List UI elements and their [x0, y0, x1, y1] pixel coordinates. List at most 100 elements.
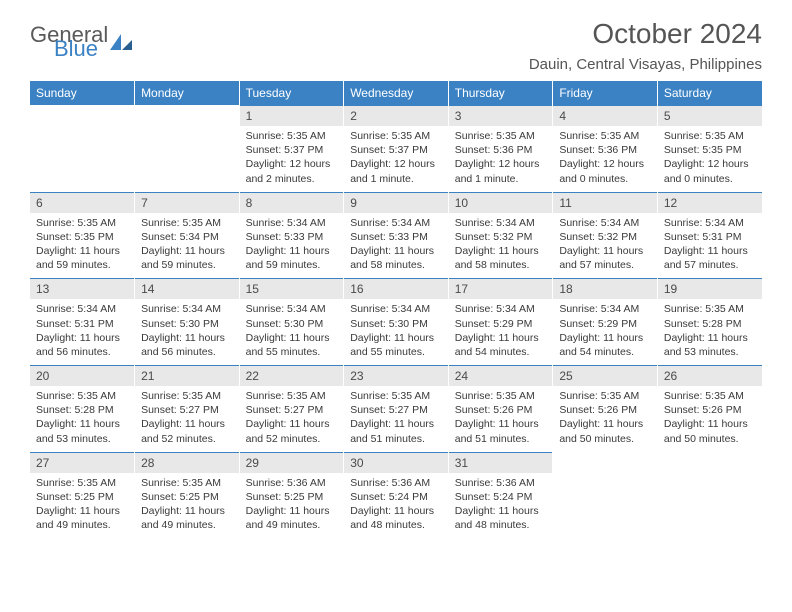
weekday-header: Monday [135, 81, 240, 105]
sunrise-text: Sunrise: 5:35 AM [664, 302, 756, 316]
day-details: Sunrise: 5:35 AMSunset: 5:25 PMDaylight:… [30, 473, 134, 539]
daylight-text: Daylight: 11 hours and 54 minutes. [559, 331, 651, 359]
sunset-text: Sunset: 5:30 PM [141, 317, 233, 331]
day-number: 21 [135, 365, 239, 386]
day-number: 5 [658, 105, 762, 126]
calendar-day-cell: 9Sunrise: 5:34 AMSunset: 5:33 PMDaylight… [344, 192, 449, 279]
sunset-text: Sunset: 5:25 PM [141, 490, 233, 504]
sunset-text: Sunset: 5:28 PM [664, 317, 756, 331]
calendar-empty-cell [657, 452, 762, 539]
sunset-text: Sunset: 5:34 PM [141, 230, 233, 244]
sunrise-text: Sunrise: 5:36 AM [246, 476, 338, 490]
day-number: 30 [344, 452, 448, 473]
calendar-day-cell: 5Sunrise: 5:35 AMSunset: 5:35 PMDaylight… [657, 105, 762, 192]
calendar-day-cell: 24Sunrise: 5:35 AMSunset: 5:26 PMDayligh… [448, 365, 553, 452]
day-details: Sunrise: 5:35 AMSunset: 5:27 PMDaylight:… [135, 386, 239, 452]
calendar-day-cell: 10Sunrise: 5:34 AMSunset: 5:32 PMDayligh… [448, 192, 553, 279]
sunrise-text: Sunrise: 5:35 AM [455, 389, 547, 403]
sunrise-text: Sunrise: 5:35 AM [350, 129, 442, 143]
sunrise-text: Sunrise: 5:35 AM [36, 216, 128, 230]
day-details: Sunrise: 5:35 AMSunset: 5:27 PMDaylight:… [344, 386, 448, 452]
calendar-day-cell: 6 Sunrise: 5:35 AMSunset: 5:35 PMDaylight… [30, 192, 135, 279]
daylight-text: Daylight: 11 hours and 59 minutes. [246, 244, 338, 272]
daylight-text: Daylight: 11 hours and 58 minutes. [350, 244, 442, 272]
sunrise-text: Sunrise: 5:34 AM [559, 302, 651, 316]
day-number: 29 [240, 452, 344, 473]
day-details: Sunrise: 5:35 AMSunset: 5:26 PMDaylight:… [553, 386, 657, 452]
day-number: 24 [449, 365, 553, 386]
day-details: Sunrise: 5:34 AMSunset: 5:32 PMDaylight:… [449, 213, 553, 279]
calendar-day-cell: 29 Sunrise: 5:36 AMSunset: 5:25 PMDayligh… [239, 452, 344, 539]
sunset-text: Sunset: 5:25 PM [36, 490, 128, 504]
calendar-row: 27Sunrise: 5:35 AMSunset: 5:25 PMDayligh… [30, 452, 762, 539]
daylight-text: Daylight: 11 hours and 49 minutes. [246, 504, 338, 532]
day-number: 2 [344, 105, 448, 126]
day-number: 19 [658, 278, 762, 299]
daylight-text: Daylight: 11 hours and 49 minutes. [141, 504, 233, 532]
calendar-day-cell: 25Sunrise: 5:35 AMSunset: 5:26 PMDayligh… [553, 365, 658, 452]
day-number: 31 [449, 452, 553, 473]
sunset-text: Sunset: 5:28 PM [36, 403, 128, 417]
daylight-text: Daylight: 12 hours and 2 minutes. [246, 157, 338, 185]
day-number: 14 [135, 278, 239, 299]
sunrise-text: Sunrise: 5:35 AM [559, 389, 651, 403]
sunrise-text: Sunrise: 5:34 AM [455, 302, 547, 316]
day-number: 9 [344, 192, 448, 213]
daylight-text: Daylight: 11 hours and 56 minutes. [141, 331, 233, 359]
weekday-header: Tuesday [239, 81, 344, 105]
calendar-table: SundayMondayTuesdayWednesdayThursdayFrid… [30, 81, 762, 538]
weekday-header: Thursday [448, 81, 553, 105]
sunrise-text: Sunrise: 5:34 AM [455, 216, 547, 230]
header: General Blue October 2024 Dauin, Central… [30, 18, 762, 73]
calendar-empty-cell [553, 452, 658, 539]
calendar-row: 20Sunrise: 5:35 AMSunset: 5:28 PMDayligh… [30, 365, 762, 452]
calendar-day-cell: 23Sunrise: 5:35 AMSunset: 5:27 PMDayligh… [344, 365, 449, 452]
day-number: 6 [30, 192, 134, 213]
day-details: Sunrise: 5:35 AMSunset: 5:26 PMDaylight:… [449, 386, 553, 452]
day-details: Sunrise: 5:35 AMSunset: 5:36 PMDaylight:… [449, 126, 553, 192]
daylight-text: Daylight: 11 hours and 56 minutes. [36, 331, 128, 359]
sunset-text: Sunset: 5:36 PM [455, 143, 547, 157]
calendar-day-cell: 17Sunrise: 5:34 AMSunset: 5:29 PMDayligh… [448, 278, 553, 365]
sunset-text: Sunset: 5:29 PM [455, 317, 547, 331]
day-number: 13 [30, 278, 134, 299]
calendar-day-cell: 12Sunrise: 5:34 AMSunset: 5:31 PMDayligh… [657, 192, 762, 279]
sunrise-text: Sunrise: 5:35 AM [36, 476, 128, 490]
daylight-text: Daylight: 11 hours and 51 minutes. [350, 417, 442, 445]
sunrise-text: Sunrise: 5:35 AM [141, 389, 233, 403]
day-details: Sunrise: 5:34 AMSunset: 5:32 PMDaylight:… [553, 213, 657, 279]
calendar-day-cell: 30Sunrise: 5:36 AMSunset: 5:24 PMDayligh… [344, 452, 449, 539]
sunset-text: Sunset: 5:30 PM [246, 317, 338, 331]
daylight-text: Daylight: 11 hours and 59 minutes. [36, 244, 128, 272]
day-details: Sunrise: 5:35 AMSunset: 5:37 PMDaylight:… [344, 126, 448, 192]
location: Dauin, Central Visayas, Philippines [529, 56, 762, 73]
day-number: 18 [553, 278, 657, 299]
calendar-row: 13Sunrise: 5:34 AMSunset: 5:31 PMDayligh… [30, 278, 762, 365]
calendar-day-cell: 1Sunrise: 5:35 AMSunset: 5:37 PMDaylight… [239, 105, 344, 192]
day-details: Sunrise: 5:34 AMSunset: 5:29 PMDaylight:… [553, 299, 657, 365]
sunrise-text: Sunrise: 5:35 AM [455, 129, 547, 143]
day-details: Sunrise: 5:34 AMSunset: 5:33 PMDaylight:… [240, 213, 344, 279]
sunset-text: Sunset: 5:30 PM [350, 317, 442, 331]
sunset-text: Sunset: 5:29 PM [559, 317, 651, 331]
sunset-text: Sunset: 5:24 PM [350, 490, 442, 504]
daylight-text: Daylight: 11 hours and 50 minutes. [664, 417, 756, 445]
sunset-text: Sunset: 5:35 PM [36, 230, 128, 244]
day-number: 28 [135, 452, 239, 473]
daylight-text: Daylight: 11 hours and 51 minutes. [455, 417, 547, 445]
sunset-text: Sunset: 5:31 PM [664, 230, 756, 244]
sunrise-text: Sunrise: 5:35 AM [36, 389, 128, 403]
sunrise-text: Sunrise: 5:34 AM [559, 216, 651, 230]
daylight-text: Daylight: 11 hours and 50 minutes. [559, 417, 651, 445]
calendar-header-row: SundayMondayTuesdayWednesdayThursdayFrid… [30, 81, 762, 105]
calendar-day-cell: 19Sunrise: 5:35 AMSunset: 5:28 PMDayligh… [657, 278, 762, 365]
sunset-text: Sunset: 5:26 PM [559, 403, 651, 417]
day-details: Sunrise: 5:35 AMSunset: 5:36 PMDaylight:… [553, 126, 657, 192]
daylight-text: Daylight: 11 hours and 48 minutes. [455, 504, 547, 532]
daylight-text: Daylight: 11 hours and 59 minutes. [141, 244, 233, 272]
day-number: 27 [30, 452, 134, 473]
sunrise-text: Sunrise: 5:36 AM [350, 476, 442, 490]
day-details: Sunrise: 5:35 AMSunset: 5:27 PMDaylight:… [240, 386, 344, 452]
day-number: 4 [553, 105, 657, 126]
sunset-text: Sunset: 5:25 PM [246, 490, 338, 504]
